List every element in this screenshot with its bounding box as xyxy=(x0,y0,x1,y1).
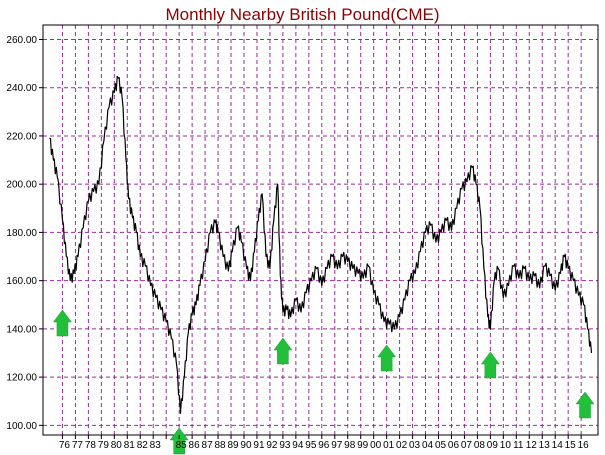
x-tick-label: 94 xyxy=(292,440,304,451)
plot-frame xyxy=(42,24,599,436)
x-tick-label: 04 xyxy=(422,440,434,451)
x-tick-label: 92 xyxy=(266,440,278,451)
x-tick-label: 16 xyxy=(578,440,590,451)
x-tick-label: 79 xyxy=(98,440,110,451)
green-up-arrow-icon xyxy=(377,344,397,372)
x-tick-label: 97 xyxy=(331,440,343,451)
x-axis-ticks: 76 77 78 79 80 81 82 83 85 86 87 88 89 90 91 92 93 94 95 96… xyxy=(59,435,589,451)
x-tick-label: 03 xyxy=(409,440,421,451)
x-tick-label: 78 xyxy=(85,440,97,451)
x-tick-label: 89 xyxy=(227,440,239,451)
marker-layer xyxy=(52,309,595,455)
green-up-arrow-icon xyxy=(575,391,595,419)
x-tick-label: 08 xyxy=(474,440,486,451)
x-tick-label: 13 xyxy=(539,440,551,451)
y-axis-ticks: 100.00 120.00 140.00 160.00 180.00 200.00 220.… xyxy=(6,35,43,432)
y-tick-label: 220.00 xyxy=(6,131,37,142)
y-tick-label: 240.00 xyxy=(6,83,37,94)
y-tick-label: 160.00 xyxy=(6,276,37,287)
series-layer xyxy=(49,75,593,414)
x-tick-label: 09 xyxy=(487,440,499,451)
x-tick-label: 95 xyxy=(305,440,317,451)
chart-title: Monthly Nearby British Pound(CME) xyxy=(165,5,440,24)
x-tick-label: 76 xyxy=(59,440,71,451)
x-tick-label: 82 xyxy=(137,440,149,451)
y-tick-label: 140.00 xyxy=(6,324,37,335)
x-tick-label: 88 xyxy=(214,440,226,451)
y-tick-label: 180.00 xyxy=(6,228,37,239)
plot-border xyxy=(42,24,599,436)
x-tick-label: 06 xyxy=(448,440,460,451)
green-up-arrow-icon xyxy=(273,337,293,365)
x-tick-label: 86 xyxy=(189,440,201,451)
x-tick-label: 15 xyxy=(565,440,577,451)
price-series-line xyxy=(49,75,593,414)
x-tick-label: 81 xyxy=(124,440,136,451)
x-tick-label: 77 xyxy=(72,440,84,451)
x-tick-label: 91 xyxy=(253,440,265,451)
x-tick-label: 00 xyxy=(370,440,382,451)
y-tick-label: 260.00 xyxy=(6,35,37,46)
x-tick-label: 01 xyxy=(383,440,395,451)
grid-layer xyxy=(43,25,598,435)
x-tick-label: 14 xyxy=(552,440,564,451)
x-tick-label: 10 xyxy=(500,440,512,451)
green-up-arrow-icon xyxy=(480,351,500,379)
x-tick-label: 98 xyxy=(344,440,356,451)
x-tick-label: 96 xyxy=(318,440,330,451)
x-tick-label: 11 xyxy=(513,440,524,451)
x-tick-label: 90 xyxy=(240,440,252,451)
x-tick-label: 80 xyxy=(111,440,123,451)
x-tick-label: 99 xyxy=(357,440,369,451)
green-up-arrow-icon xyxy=(52,309,72,337)
x-tick-label: 02 xyxy=(396,440,408,451)
x-tick-label: 85 xyxy=(176,440,188,451)
x-tick-label: 83 xyxy=(150,440,162,451)
x-tick-label: 12 xyxy=(526,440,538,451)
x-tick-label: 07 xyxy=(461,440,473,451)
y-tick-label: 100.00 xyxy=(6,421,37,432)
x-tick-label: 87 xyxy=(202,440,214,451)
y-tick-label: 120.00 xyxy=(6,373,37,384)
green-up-arrow-icon xyxy=(169,427,189,455)
x-tick-label: 93 xyxy=(279,440,291,451)
y-tick-label: 200.00 xyxy=(6,180,37,191)
x-tick-label: 05 xyxy=(435,440,447,451)
